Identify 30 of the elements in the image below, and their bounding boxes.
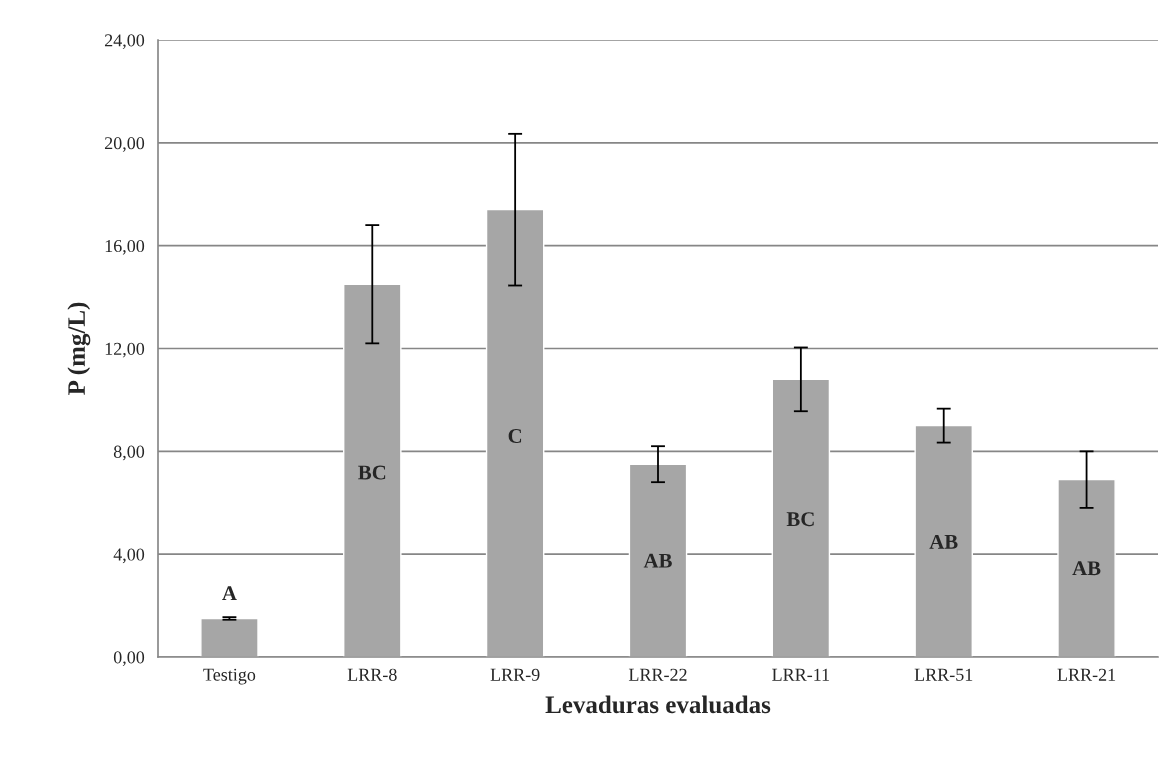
- y-tick-label: 8,00: [113, 445, 145, 461]
- bar: [1057, 478, 1116, 657]
- annotation: AB: [929, 534, 958, 549]
- x-axis-title: Levaduras evaluadas: [545, 695, 771, 714]
- x-tick-label: LRR-51: [914, 668, 973, 681]
- bar: [914, 424, 973, 657]
- annotation: A: [222, 586, 237, 601]
- x-tick-label: Testigo: [203, 668, 256, 685]
- annotation: C: [508, 429, 522, 444]
- bar: [200, 617, 259, 657]
- x-tick-label: LRR-9: [490, 668, 540, 681]
- x-tick-label: LRR-22: [628, 668, 687, 681]
- annotation: AB: [643, 553, 672, 568]
- bar: [485, 208, 545, 657]
- y-axis-title: P (mg/L): [67, 302, 91, 395]
- y-tick-label: 16,00: [105, 239, 145, 255]
- y-tick-label: 12,00: [105, 342, 145, 358]
- y-tick-label: 20,00: [104, 137, 145, 152]
- annotation: BC: [358, 465, 386, 480]
- bar: [771, 378, 831, 657]
- x-tick-label: LRR-21: [1057, 668, 1116, 681]
- y-tick-label: 4,00: [113, 548, 145, 564]
- bar: [628, 463, 688, 657]
- bar: [343, 283, 402, 657]
- annotation: AB: [1072, 561, 1101, 576]
- y-tick-label: 0,00: [113, 651, 145, 667]
- x-tick-label: LRR-11: [772, 668, 830, 681]
- y-tick-label: 24,00: [104, 34, 145, 50]
- x-tick-label: LRR-8: [347, 668, 397, 681]
- annotation: BC: [786, 512, 814, 527]
